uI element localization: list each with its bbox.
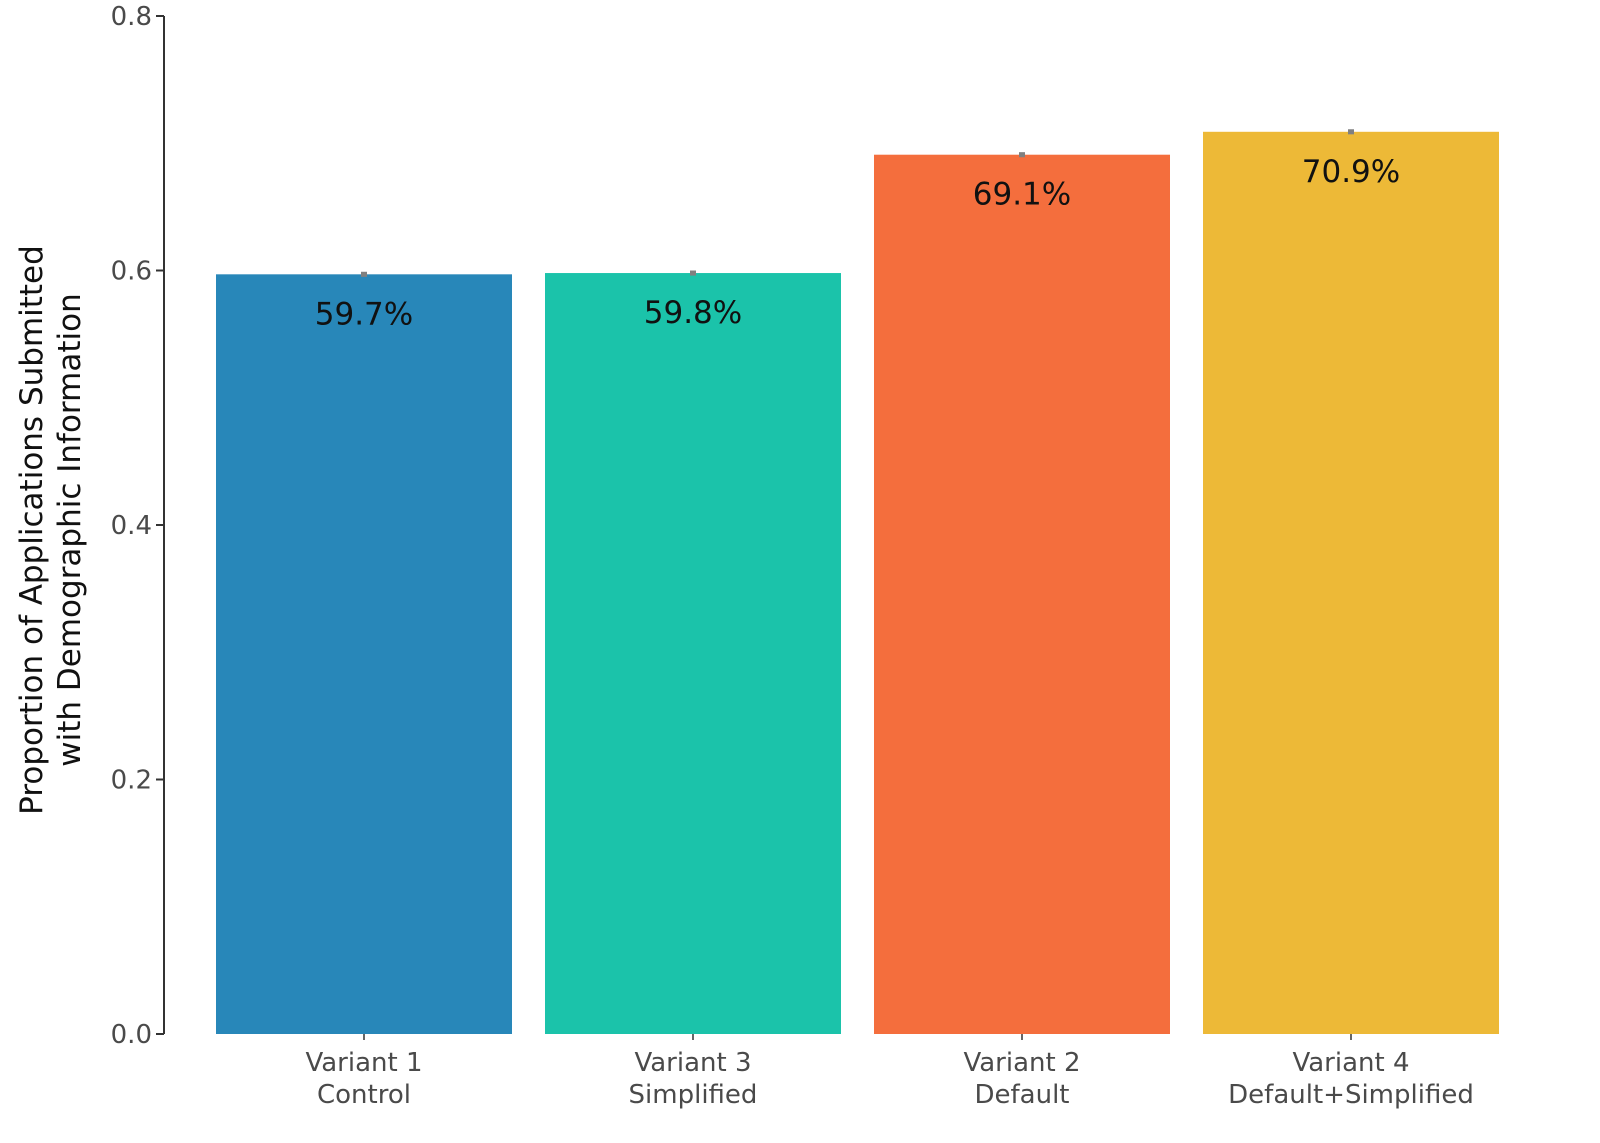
data-label: 69.1% bbox=[973, 177, 1071, 213]
x-tick-label: Simplified bbox=[629, 1080, 758, 1110]
bar bbox=[874, 154, 1170, 1034]
data-label: 59.8% bbox=[644, 295, 742, 331]
bar bbox=[1203, 131, 1499, 1035]
bars bbox=[216, 129, 1499, 1035]
bar bbox=[216, 274, 512, 1034]
x-tick-label: Variant 1 bbox=[305, 1048, 422, 1078]
x-tick-label: Variant 4 bbox=[1292, 1048, 1409, 1078]
y-tick-label: 0.2 bbox=[111, 766, 152, 796]
x-tick-label: Variant 3 bbox=[634, 1048, 751, 1078]
error-bar bbox=[361, 271, 367, 277]
x-tick-label: Control bbox=[317, 1080, 411, 1110]
bar bbox=[545, 273, 841, 1034]
error-bar bbox=[1019, 152, 1025, 158]
y-axis-title: Proportion of Applications Submitted wit… bbox=[14, 245, 88, 815]
x-tick-label: Default+Simplified bbox=[1228, 1080, 1474, 1110]
axes: 0.0 0.2 0.4 0.6 0.8 bbox=[111, 2, 1352, 1050]
error-bar bbox=[690, 270, 696, 276]
data-label: 59.7% bbox=[315, 296, 413, 332]
y-tick-label: 0.0 bbox=[111, 1020, 152, 1050]
data-label: 70.9% bbox=[1302, 154, 1400, 190]
y-tick-label: 0.4 bbox=[111, 511, 152, 541]
y-tick-label: 0.8 bbox=[111, 2, 152, 32]
x-tick-label: Default bbox=[975, 1080, 1070, 1110]
error-bar bbox=[1348, 129, 1354, 135]
y-axis-title-line-2: with Demographic Information bbox=[52, 293, 88, 766]
y-tick-label: 0.6 bbox=[111, 257, 152, 287]
x-tick-label: Variant 2 bbox=[963, 1048, 1080, 1078]
y-axis-title-line-1: Proportion of Applications Submitted bbox=[14, 245, 50, 815]
